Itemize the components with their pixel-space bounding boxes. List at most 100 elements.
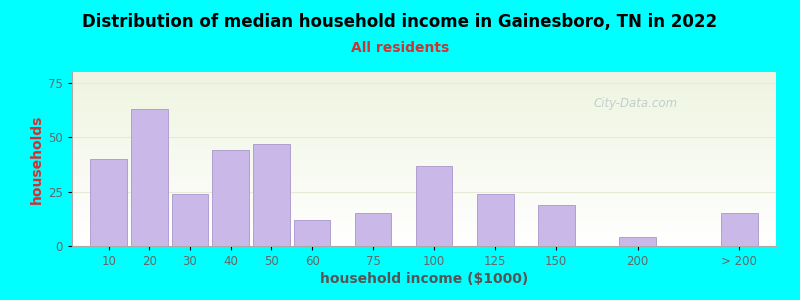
Bar <box>72 161 776 163</box>
Bar <box>72 117 776 119</box>
X-axis label: household income ($1000): household income ($1000) <box>320 272 528 286</box>
Bar <box>72 72 776 74</box>
Bar <box>72 202 776 204</box>
Bar <box>72 86 776 88</box>
Bar <box>72 143 776 145</box>
Bar <box>72 237 776 239</box>
Bar <box>72 116 776 117</box>
Text: Distribution of median household income in Gainesboro, TN in 2022: Distribution of median household income … <box>82 14 718 32</box>
Bar <box>72 148 776 150</box>
Bar <box>212 150 249 246</box>
Bar <box>72 166 776 168</box>
Bar <box>72 76 776 77</box>
Bar <box>72 218 776 220</box>
Bar <box>72 185 776 187</box>
Bar <box>72 93 776 94</box>
Bar <box>72 147 776 148</box>
Bar <box>72 112 776 114</box>
Bar <box>72 102 776 103</box>
Bar <box>721 213 758 246</box>
Bar <box>355 213 391 246</box>
Bar <box>72 98 776 100</box>
Bar <box>72 110 776 112</box>
Bar <box>72 187 776 189</box>
Bar <box>72 194 776 196</box>
Bar <box>72 82 776 84</box>
Bar <box>72 91 776 93</box>
Bar <box>72 175 776 176</box>
Bar <box>72 173 776 175</box>
Bar <box>72 128 776 129</box>
Bar <box>72 96 776 98</box>
Bar <box>72 103 776 105</box>
Bar <box>72 169 776 171</box>
Bar <box>619 237 656 246</box>
Bar <box>538 205 574 246</box>
Bar <box>72 107 776 109</box>
Bar <box>72 94 776 96</box>
Text: City-Data.com: City-Data.com <box>593 97 678 110</box>
Bar <box>72 196 776 197</box>
Bar <box>72 209 776 211</box>
Bar <box>72 152 776 154</box>
Bar <box>72 81 776 82</box>
Bar <box>72 77 776 79</box>
Bar <box>72 178 776 180</box>
Bar <box>72 236 776 237</box>
Bar <box>72 189 776 190</box>
Bar <box>72 138 776 140</box>
Bar <box>294 220 330 246</box>
Bar <box>72 234 776 236</box>
Bar <box>72 133 776 135</box>
Bar <box>72 163 776 164</box>
Bar <box>72 180 776 182</box>
Bar <box>72 89 776 91</box>
Bar <box>72 201 776 203</box>
Y-axis label: households: households <box>30 114 44 204</box>
Bar <box>72 84 776 86</box>
Bar <box>72 211 776 213</box>
Bar <box>72 154 776 155</box>
Bar <box>72 150 776 152</box>
Bar <box>72 220 776 222</box>
Bar <box>72 164 776 166</box>
Bar <box>72 242 776 244</box>
Bar <box>72 135 776 137</box>
Bar <box>72 192 776 194</box>
Bar <box>72 241 776 242</box>
Bar <box>72 227 776 229</box>
Bar <box>72 159 776 161</box>
Bar <box>72 183 776 185</box>
Bar <box>72 230 776 232</box>
Bar <box>72 140 776 142</box>
Bar <box>72 208 776 209</box>
Bar <box>72 190 776 192</box>
Bar <box>72 216 776 218</box>
Bar <box>72 121 776 122</box>
Bar <box>90 159 127 246</box>
Bar <box>72 229 776 230</box>
Bar <box>72 176 776 178</box>
Bar <box>72 88 776 89</box>
Bar <box>72 124 776 126</box>
Bar <box>72 204 776 206</box>
Bar <box>72 225 776 227</box>
Bar <box>72 136 776 138</box>
Bar <box>72 74 776 76</box>
Bar <box>72 239 776 241</box>
Bar <box>131 109 168 246</box>
Bar <box>72 126 776 128</box>
Bar <box>416 166 453 246</box>
Bar <box>72 224 776 225</box>
Bar <box>72 114 776 116</box>
Bar <box>72 119 776 121</box>
Bar <box>72 100 776 102</box>
Bar <box>72 182 776 183</box>
Bar <box>72 129 776 131</box>
Bar <box>72 206 776 208</box>
Bar <box>72 197 776 199</box>
Bar <box>72 232 776 234</box>
Bar <box>72 155 776 157</box>
Bar <box>72 131 776 133</box>
Bar <box>72 109 776 110</box>
